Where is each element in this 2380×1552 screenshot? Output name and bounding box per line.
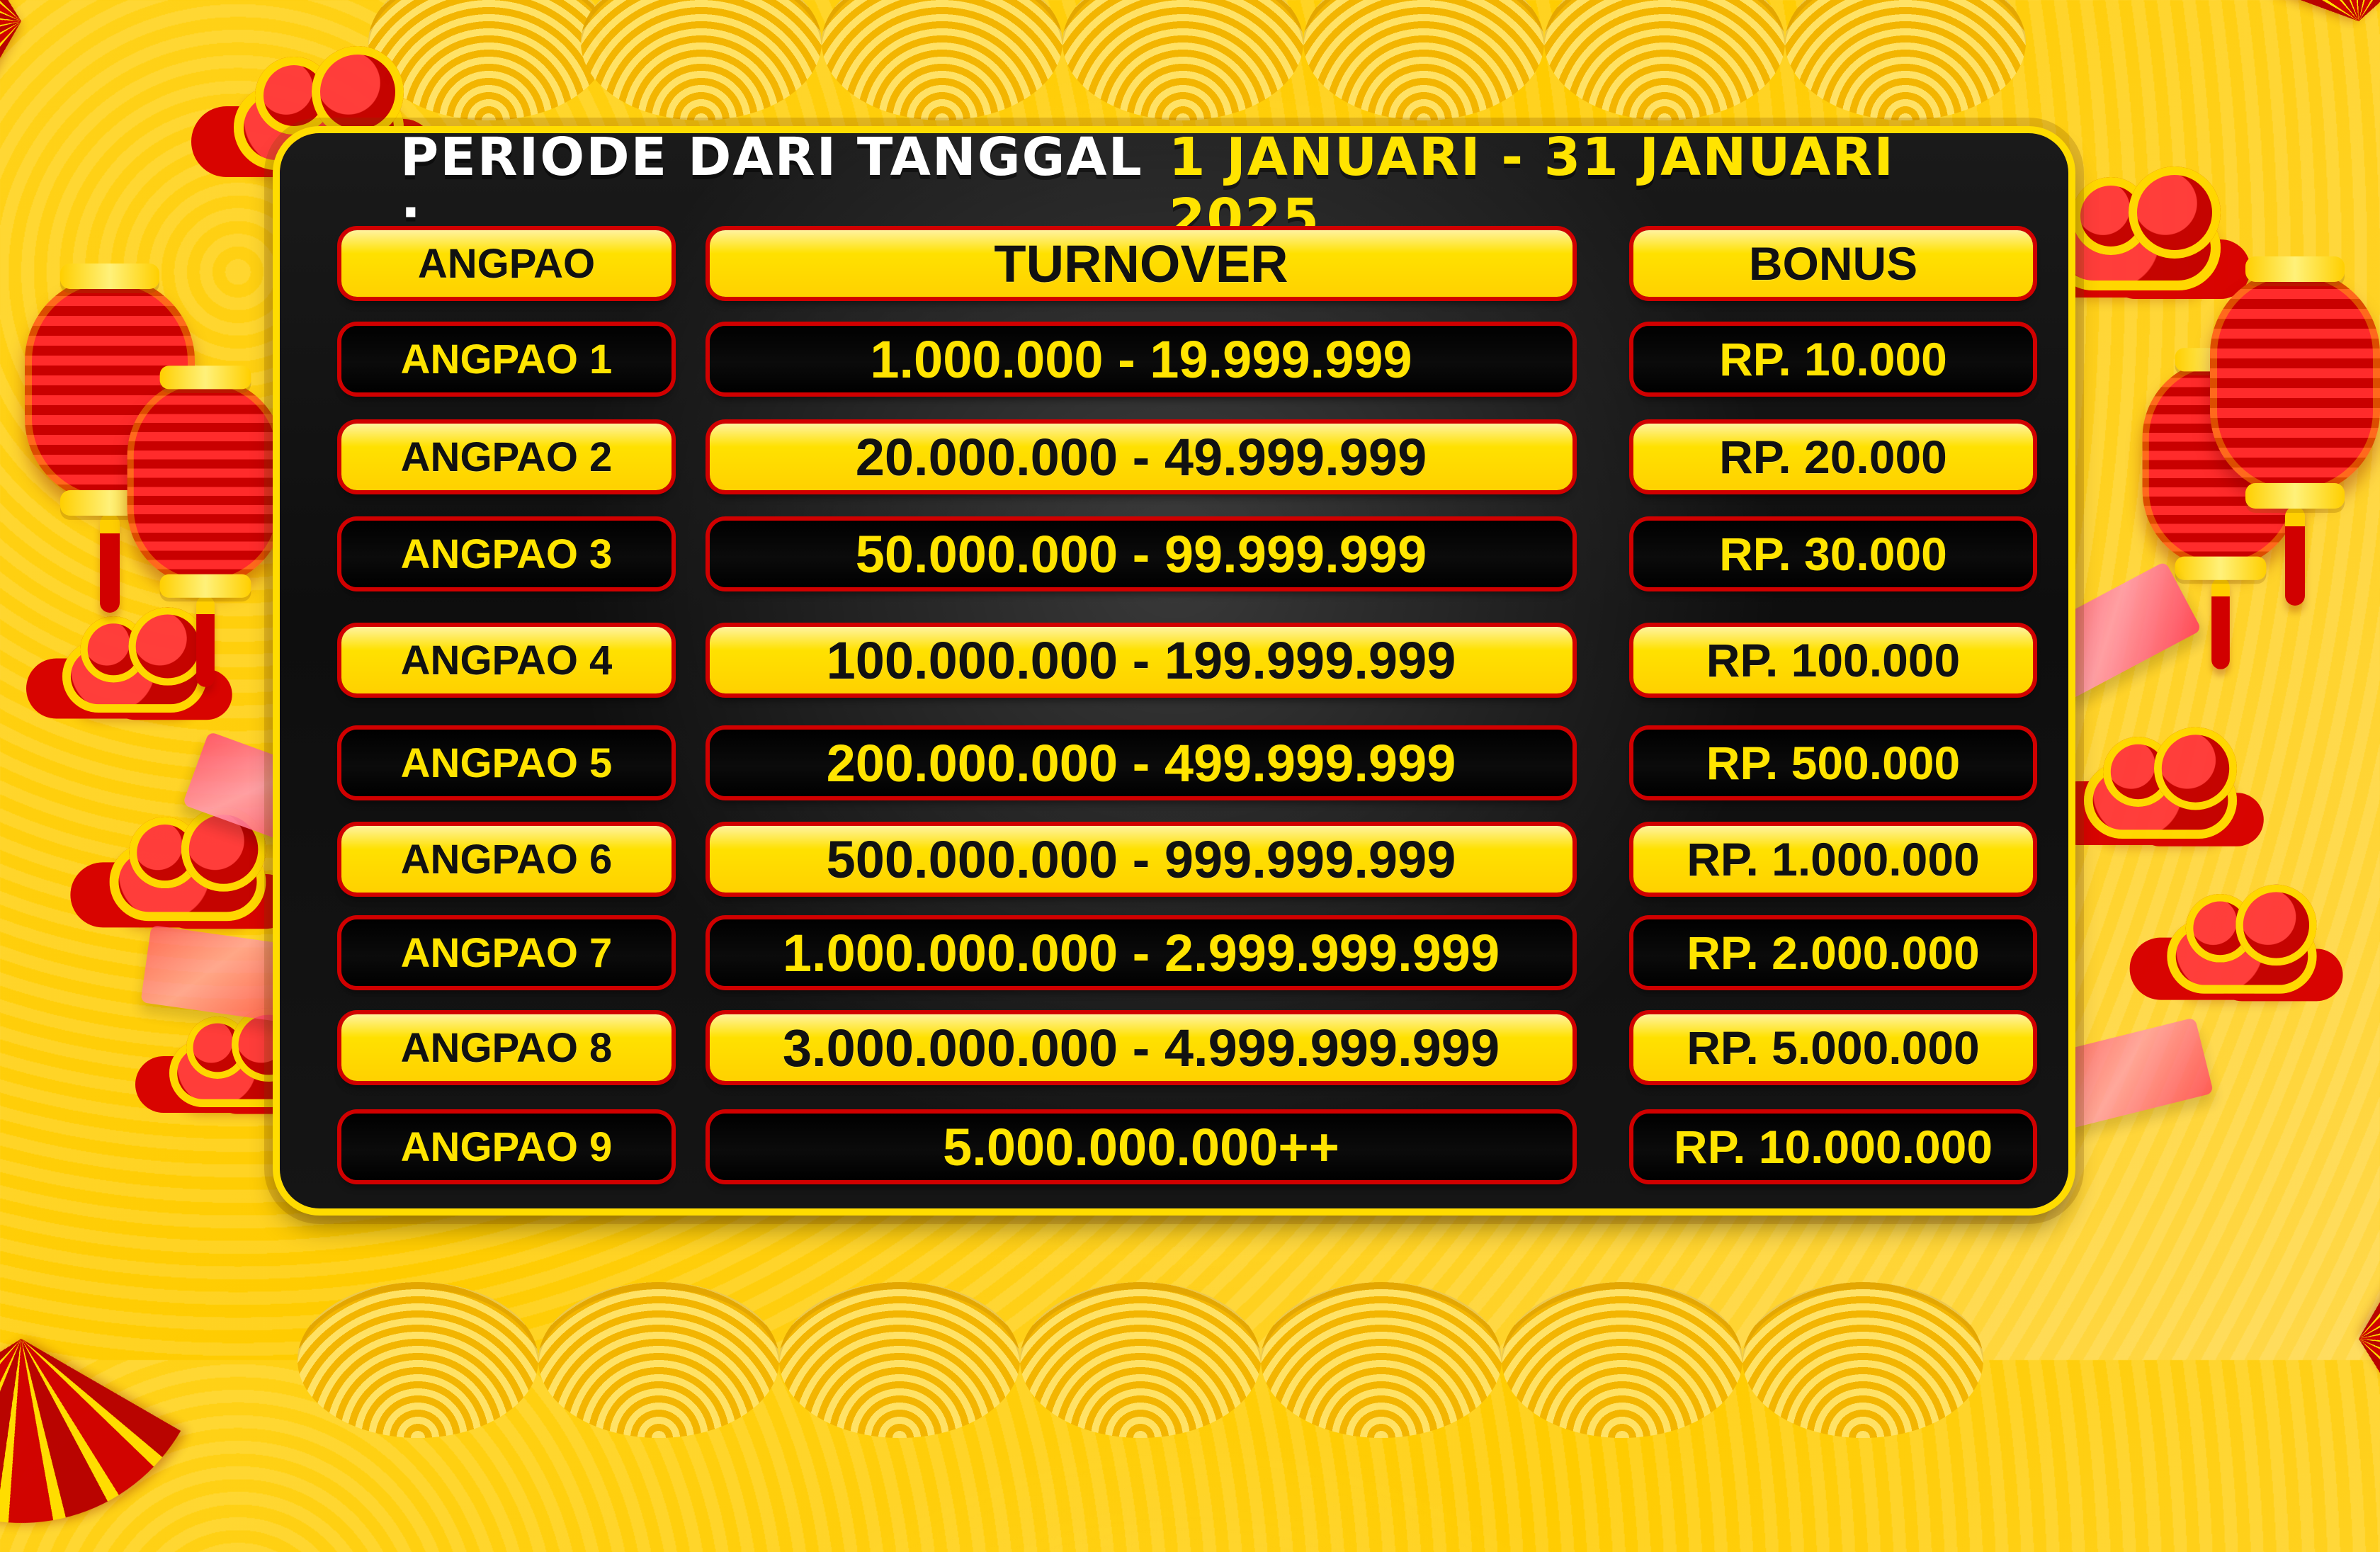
fan-icon [0, 0, 235, 235]
lantern-tassel [2285, 506, 2305, 606]
row-9-bonus-text: RP. 10.000.000 [1673, 1121, 1993, 1173]
row-4-turnover: 100.000.000 - 199.999.999 [710, 627, 1572, 693]
row-6-turnover-text: 500.000.000 - 999.999.999 [826, 829, 1456, 889]
row-6-angpao: ANGPAO 6 [341, 826, 672, 893]
row-3-bonus-text: RP. 30.000 [1719, 528, 1947, 580]
row-9-angpao-text: ANGPAO 9 [400, 1123, 613, 1170]
cloud-icon [109, 807, 266, 922]
cloud-icon [2051, 166, 2221, 290]
row-7-angpao-text: ANGPAO 7 [400, 929, 613, 976]
coin-arc-row-bottom [0, 1282, 2380, 1438]
coin-icon [1261, 1282, 1502, 1438]
row-8-angpao-text: ANGPAO 8 [400, 1024, 613, 1071]
cloud-icon [2084, 727, 2237, 839]
coin-icon [538, 1282, 779, 1438]
cloud-icon [62, 607, 207, 713]
coin-icon [1303, 0, 1544, 120]
row-2-bonus-text: RP. 20.000 [1719, 431, 1947, 483]
row-2-angpao-text: ANGPAO 2 [400, 434, 613, 480]
header-turnover: TURNOVER [710, 230, 1572, 297]
row-4-angpao-text: ANGPAO 4 [400, 637, 613, 684]
header-angpao-label: ANGPAO [417, 240, 596, 287]
header-bonus: BONUS [1633, 230, 2033, 297]
lantern-tassel [100, 514, 120, 613]
coin-icon [368, 0, 609, 120]
row-4-turnover-text: 100.000.000 - 199.999.999 [826, 630, 1456, 690]
header-bonus-label: BONUS [1748, 237, 1918, 290]
coin-icon [1544, 0, 1785, 120]
row-8-turnover-text: 3.000.000.000 - 4.999.999.999 [782, 1018, 1500, 1077]
row-6-angpao-text: ANGPAO 6 [400, 836, 613, 883]
row-8-bonus-text: RP. 5.000.000 [1687, 1021, 1980, 1074]
row-8-turnover: 3.000.000.000 - 4.999.999.999 [710, 1014, 1572, 1081]
cloud-icon [2167, 884, 2317, 994]
row-1-angpao: ANGPAO 1 [341, 326, 672, 392]
banknote-icon [140, 924, 299, 1024]
period-title: PERIODE DARI TANGGAL : 1 JANUARI - 31 JA… [400, 127, 2029, 249]
row-1-angpao-text: ANGPAO 1 [400, 336, 613, 383]
row-8-angpao: ANGPAO 8 [341, 1014, 672, 1081]
row-7-turnover-text: 1.000.000.000 - 2.999.999.999 [782, 923, 1500, 982]
coin-icon [1020, 1282, 1261, 1438]
row-1-bonus-text: RP. 10.000 [1719, 333, 1947, 385]
row-5-bonus: RP. 500.000 [1633, 730, 2033, 796]
coin-icon [1742, 1282, 1983, 1438]
row-4-bonus-text: RP. 100.000 [1706, 634, 1961, 686]
row-6-turnover: 500.000.000 - 999.999.999 [710, 826, 1572, 893]
row-1-turnover: 1.000.000 - 19.999.999 [710, 326, 1572, 392]
header-turnover-label: TURNOVER [994, 234, 1288, 293]
row-3-angpao-text: ANGPAO 3 [400, 531, 613, 577]
fan-icon [0, 1125, 235, 1552]
row-2-turnover-text: 20.000.000 - 49.999.999 [855, 427, 1427, 487]
row-5-angpao-text: ANGPAO 5 [400, 740, 613, 786]
banknote-icon [2050, 1017, 2214, 1129]
row-2-angpao: ANGPAO 2 [341, 424, 672, 490]
row-2-turnover: 20.000.000 - 49.999.999 [710, 424, 1572, 490]
coin-icon [779, 1282, 1020, 1438]
row-5-turnover: 200.000.000 - 499.999.999 [710, 730, 1572, 796]
row-7-angpao: ANGPAO 7 [341, 919, 672, 986]
row-9-bonus: RP. 10.000.000 [1633, 1114, 2033, 1180]
row-3-bonus: RP. 30.000 [1633, 521, 2033, 587]
coin-icon [581, 0, 822, 120]
row-3-turnover: 50.000.000 - 99.999.999 [710, 521, 1572, 587]
row-9-turnover: 5.000.000.000++ [710, 1114, 1572, 1180]
row-5-angpao: ANGPAO 5 [341, 730, 672, 796]
fan-icon [2145, 1125, 2380, 1552]
row-3-turnover-text: 50.000.000 - 99.999.999 [855, 524, 1427, 584]
coin-icon [1502, 1282, 1742, 1438]
period-title-prefix: PERIODE DARI TANGGAL : [400, 127, 1143, 249]
fan-icon [2175, 0, 2380, 205]
row-7-bonus-text: RP. 2.000.000 [1687, 927, 1980, 979]
row-4-angpao: ANGPAO 4 [341, 627, 672, 693]
row-6-bonus-text: RP. 1.000.000 [1687, 833, 1980, 885]
row-7-turnover: 1.000.000.000 - 2.999.999.999 [710, 919, 1572, 986]
row-9-turnover-text: 5.000.000.000++ [943, 1117, 1339, 1177]
lantern-icon [127, 377, 284, 687]
row-8-bonus: RP. 5.000.000 [1633, 1014, 2033, 1081]
coin-icon [298, 1282, 538, 1438]
coin-icon [822, 0, 1062, 120]
coin-icon [1785, 0, 2026, 120]
coin-icon [1062, 0, 1303, 120]
row-6-bonus: RP. 1.000.000 [1633, 826, 2033, 893]
row-1-turnover-text: 1.000.000 - 19.999.999 [870, 329, 1412, 389]
row-4-bonus: RP. 100.000 [1633, 627, 2033, 693]
row-9-angpao: ANGPAO 9 [341, 1114, 672, 1180]
lantern-tassel [2211, 578, 2230, 669]
row-1-bonus: RP. 10.000 [1633, 326, 2033, 392]
lantern-icon [2210, 269, 2380, 606]
row-2-bonus: RP. 20.000 [1633, 424, 2033, 490]
row-5-bonus-text: RP. 500.000 [1706, 737, 1961, 789]
header-angpao: ANGPAO [341, 230, 672, 297]
lantern-tassel [196, 596, 215, 687]
row-7-bonus: RP. 2.000.000 [1633, 919, 2033, 986]
row-5-turnover-text: 200.000.000 - 499.999.999 [826, 733, 1456, 793]
row-3-angpao: ANGPAO 3 [341, 521, 672, 587]
